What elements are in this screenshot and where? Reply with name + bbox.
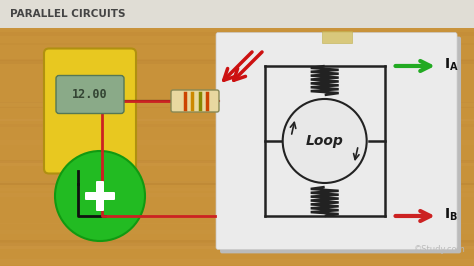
Bar bbox=[0, 259, 474, 264]
Circle shape bbox=[283, 99, 367, 183]
Bar bbox=[0, 223, 474, 225]
FancyBboxPatch shape bbox=[96, 181, 104, 211]
Bar bbox=[0, 240, 474, 243]
Text: 12.00: 12.00 bbox=[72, 88, 108, 101]
Bar bbox=[0, 107, 474, 109]
Bar bbox=[0, 181, 474, 183]
Bar bbox=[0, 124, 474, 127]
Bar bbox=[0, 102, 474, 103]
Text: Loop: Loop bbox=[306, 134, 344, 148]
Bar bbox=[321, 31, 352, 43]
Bar bbox=[0, 188, 474, 191]
Bar bbox=[0, 119, 474, 120]
Bar bbox=[0, 27, 474, 30]
Bar bbox=[0, 160, 474, 163]
Bar bbox=[0, 32, 474, 36]
Bar bbox=[0, 140, 474, 145]
Bar bbox=[0, 11, 474, 16]
Bar bbox=[0, 243, 474, 249]
Bar bbox=[0, 230, 474, 234]
FancyBboxPatch shape bbox=[44, 48, 136, 173]
Text: ©Study.com: ©Study.com bbox=[414, 245, 466, 254]
Bar bbox=[0, 0, 474, 28]
Bar bbox=[0, 181, 474, 185]
Bar bbox=[0, 184, 474, 185]
Text: $\mathbf{I_B}$: $\mathbf{I_B}$ bbox=[444, 207, 458, 223]
FancyBboxPatch shape bbox=[220, 37, 461, 253]
Bar bbox=[0, 60, 474, 61]
FancyBboxPatch shape bbox=[216, 32, 457, 250]
Bar bbox=[0, 240, 474, 246]
FancyBboxPatch shape bbox=[171, 90, 219, 112]
Bar bbox=[0, 161, 474, 166]
Text: PARALLEL CIRCUITS: PARALLEL CIRCUITS bbox=[10, 9, 126, 19]
Bar bbox=[0, 102, 474, 106]
Bar bbox=[0, 60, 474, 64]
Bar bbox=[0, 193, 474, 197]
FancyBboxPatch shape bbox=[56, 76, 124, 114]
FancyBboxPatch shape bbox=[85, 192, 115, 200]
Circle shape bbox=[55, 151, 145, 241]
Text: $\mathbf{I_A}$: $\mathbf{I_A}$ bbox=[444, 57, 458, 73]
Bar bbox=[0, 43, 474, 45]
